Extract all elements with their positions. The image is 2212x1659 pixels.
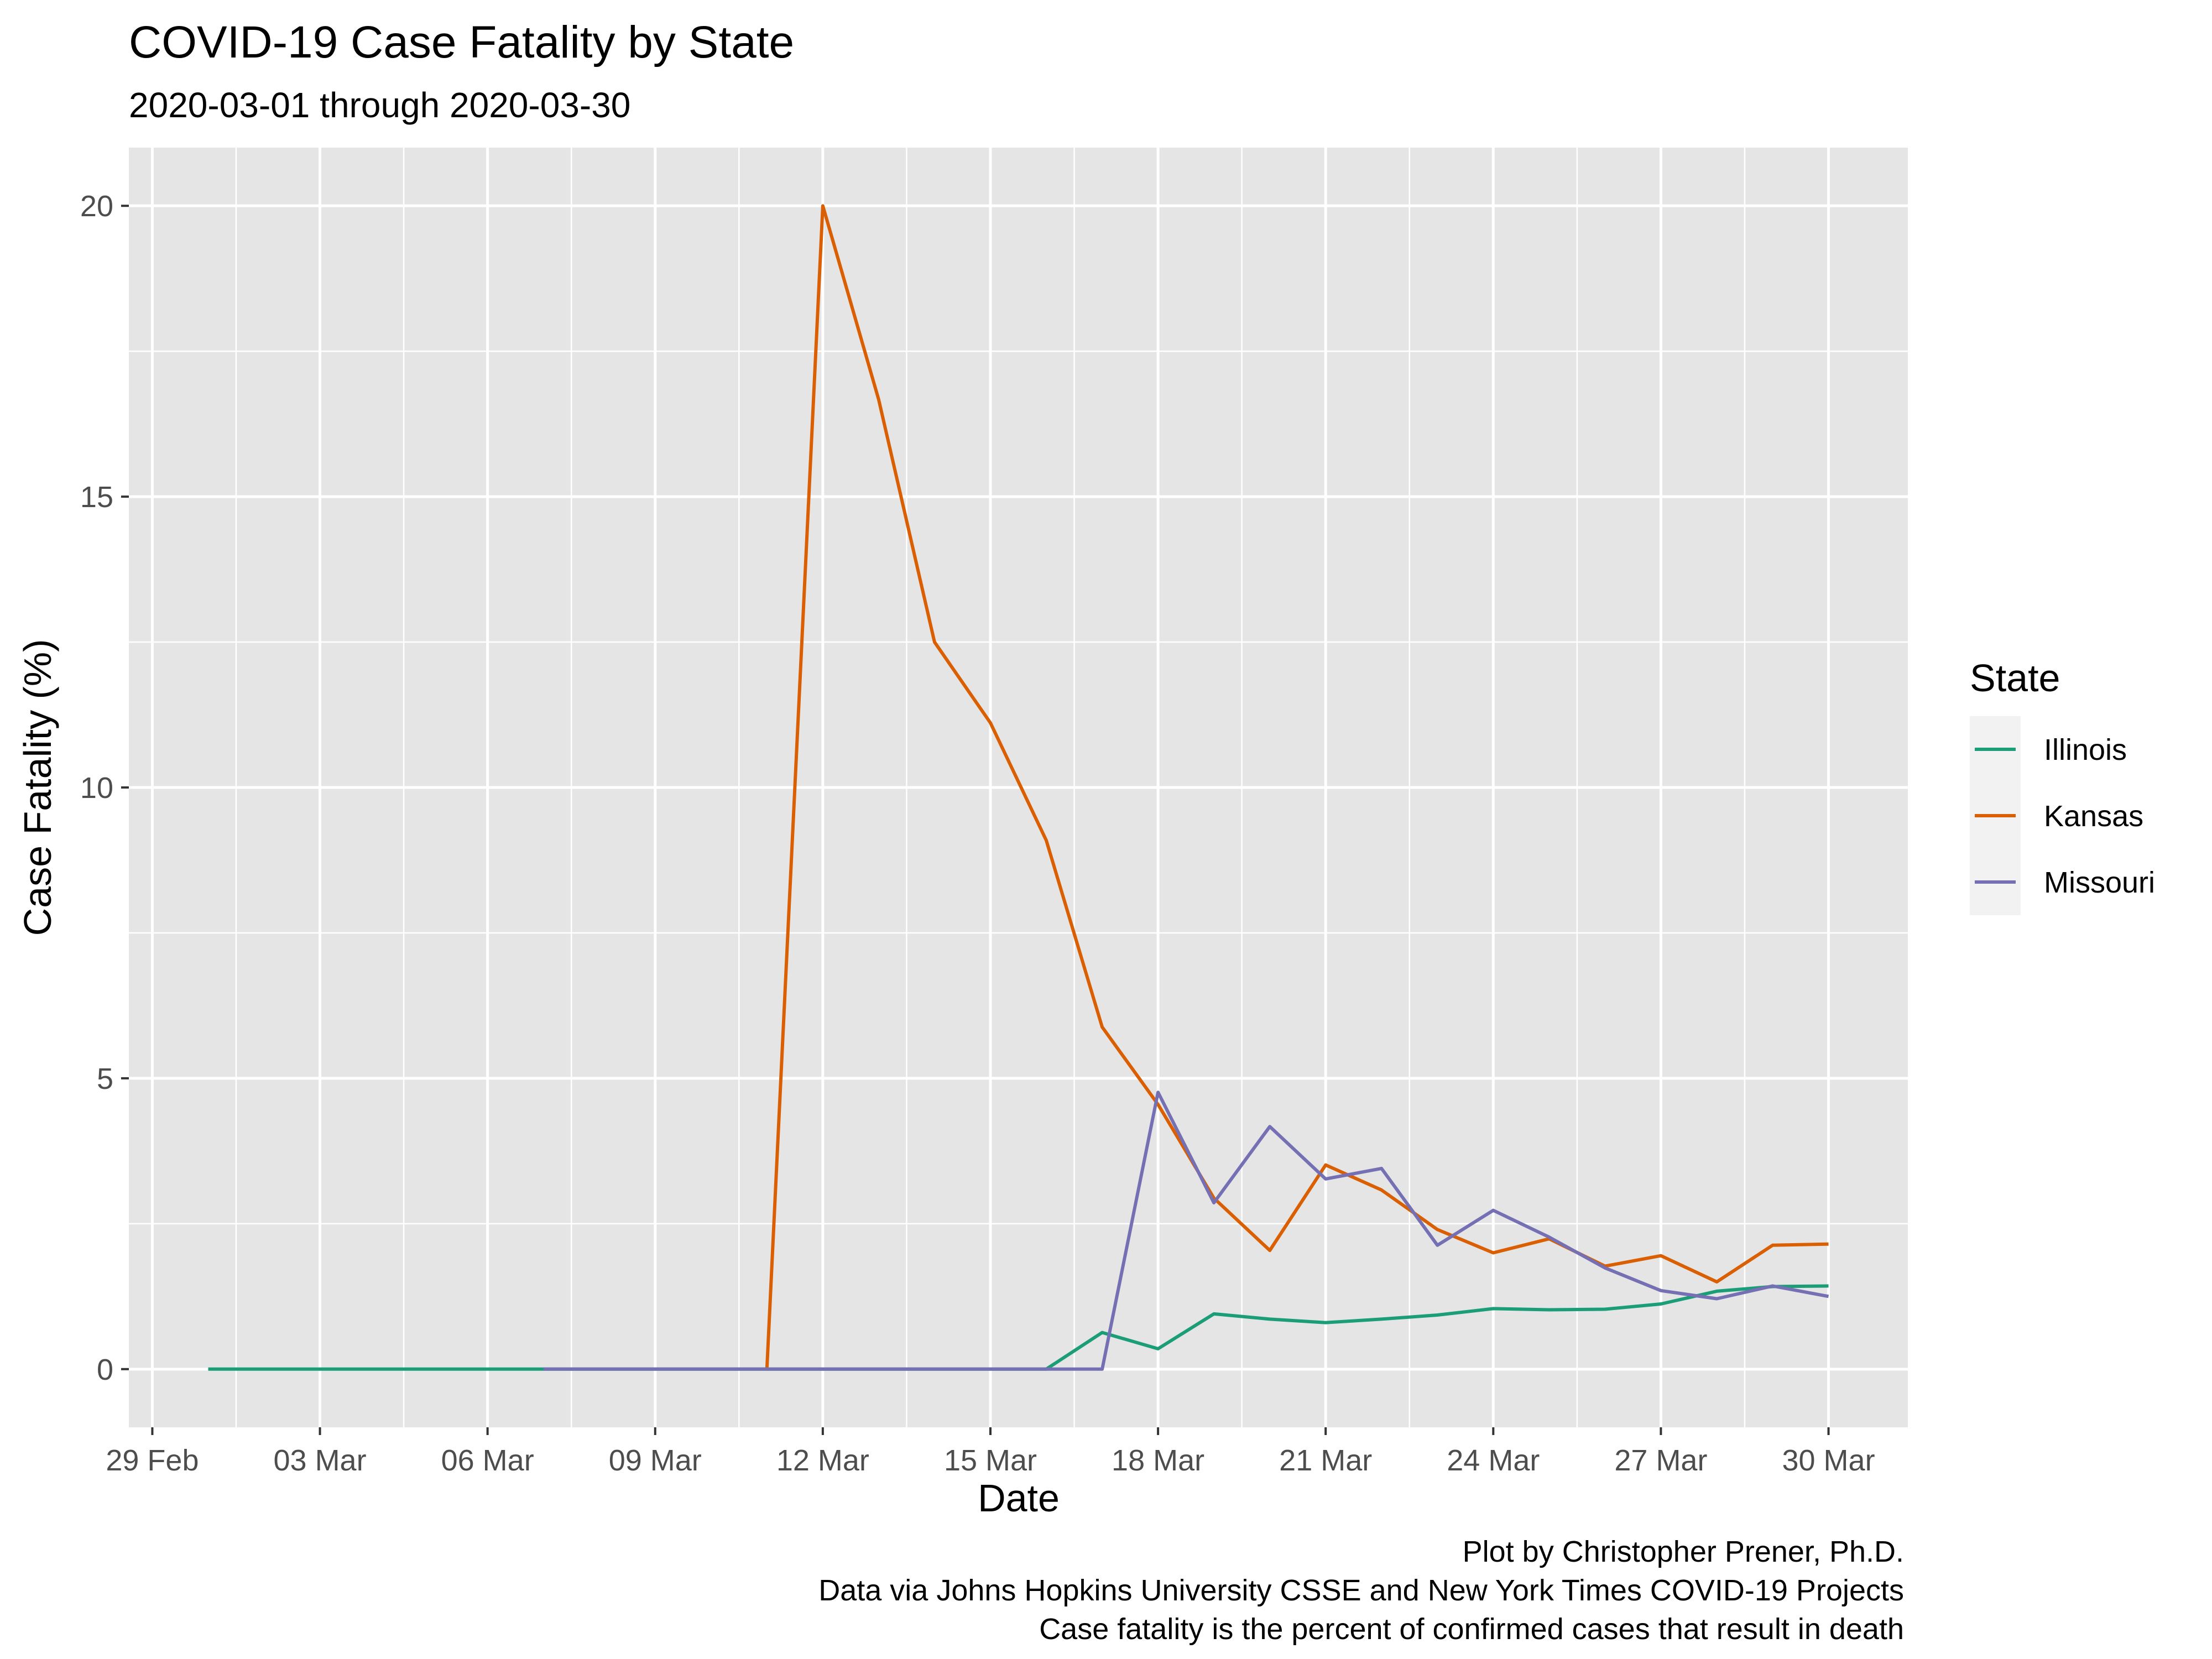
x-tick-label: 15 Mar xyxy=(944,1444,1037,1477)
legend: State Illinois Kansas Missouri xyxy=(1970,656,2155,915)
y-axis-title: Case Fatality (%) xyxy=(16,639,59,936)
plot-area xyxy=(129,148,1908,1427)
y-tick-label: 15 xyxy=(80,481,113,514)
x-tick-label: 18 Mar xyxy=(1112,1444,1204,1477)
x-axis-title: Date xyxy=(978,1477,1060,1520)
caption: Plot by Christopher Prener, Ph.D. Data v… xyxy=(818,1535,1904,1646)
y-tick-label: 10 xyxy=(80,771,113,805)
x-tick-label: 29 Feb xyxy=(106,1444,199,1477)
x-tick-label: 09 Mar xyxy=(609,1444,702,1477)
x-axis: 29 Feb 03 Mar 06 Mar 09 Mar 12 Mar 15 Mar 18 M… xyxy=(106,1427,1875,1477)
y-axis: 0 5 10 15 20 xyxy=(80,190,129,1386)
chart-subtitle: 2020-03-01 through 2020-03-30 xyxy=(129,85,630,125)
series-line-missouri xyxy=(543,1091,1829,1371)
legend-label-kansas: Kansas xyxy=(2044,800,2143,833)
series-lines xyxy=(208,204,1829,1371)
x-tick-label: 12 Mar xyxy=(776,1444,869,1477)
x-tick-label: 21 Mar xyxy=(1279,1444,1372,1477)
y-tick-label: 5 xyxy=(97,1062,113,1095)
x-tick-label: 30 Mar xyxy=(1782,1444,1875,1477)
series-line-kansas xyxy=(765,204,1829,1369)
legend-title: State xyxy=(1970,656,2060,700)
legend-label-illinois: Illinois xyxy=(2044,733,2127,766)
legend-keys: Illinois Kansas Missouri xyxy=(1970,716,2155,915)
caption-line-2: Data via Johns Hopkins University CSSE a… xyxy=(818,1574,1904,1607)
x-tick-label: 03 Mar xyxy=(274,1444,367,1477)
chart-title: COVID-19 Case Fatality by State xyxy=(129,17,794,67)
y-tick-label: 0 xyxy=(97,1353,113,1386)
caption-line-3: Case fatality is the percent of confirme… xyxy=(1039,1613,1904,1646)
legend-label-missouri: Missouri xyxy=(2044,866,2155,899)
x-tick-label: 06 Mar xyxy=(441,1444,534,1477)
x-tick-label: 24 Mar xyxy=(1447,1444,1540,1477)
caption-line-1: Plot by Christopher Prener, Ph.D. xyxy=(1463,1535,1904,1568)
x-tick-label: 27 Mar xyxy=(1614,1444,1707,1477)
y-tick-label: 20 xyxy=(80,190,113,223)
